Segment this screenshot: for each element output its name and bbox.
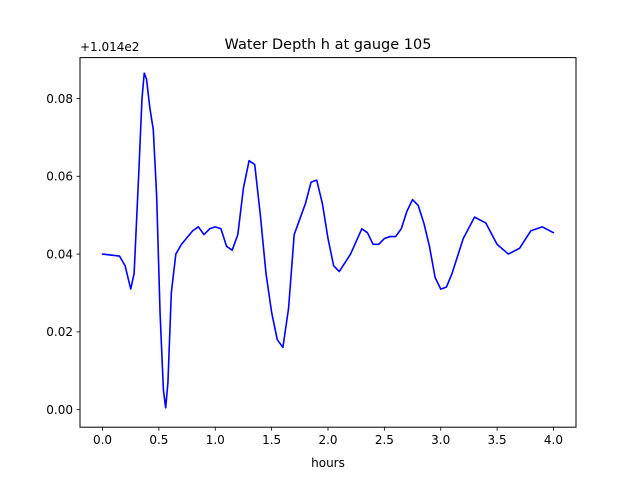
y-tick-label: 0.08 bbox=[46, 92, 73, 106]
x-tick-label: 3.0 bbox=[431, 433, 450, 447]
series-line bbox=[101, 72, 555, 409]
x-tick-label: 3.5 bbox=[488, 433, 507, 447]
x-tick-label: 1.0 bbox=[206, 433, 225, 447]
x-tick-label: 4.0 bbox=[544, 433, 563, 447]
x-tick-label: 2.5 bbox=[375, 433, 394, 447]
y-axis: 0.00 0.02 0.04 0.06 0.08 bbox=[46, 92, 80, 417]
x-tick-label: 1.5 bbox=[262, 433, 281, 447]
x-tick-label: 0.5 bbox=[149, 433, 168, 447]
x-tick-label: 2.0 bbox=[318, 433, 337, 447]
y-tick-label: 0.00 bbox=[46, 403, 73, 417]
x-axis: 0.0 0.5 1.0 1.5 2.0 2.5 3.0 3.5 4.0 bbox=[93, 427, 563, 447]
x-tick-label: 0.0 bbox=[93, 433, 112, 447]
y-tick-label: 0.04 bbox=[46, 247, 73, 261]
x-axis-label: hours bbox=[311, 456, 345, 470]
y-tick-label: 0.02 bbox=[46, 325, 73, 339]
chart-title: Water Depth h at gauge 105 bbox=[225, 37, 432, 53]
y-axis-offset-label: +1.014e2 bbox=[80, 40, 139, 54]
plot-line-layer bbox=[101, 72, 555, 409]
y-tick-label: 0.06 bbox=[46, 170, 73, 184]
